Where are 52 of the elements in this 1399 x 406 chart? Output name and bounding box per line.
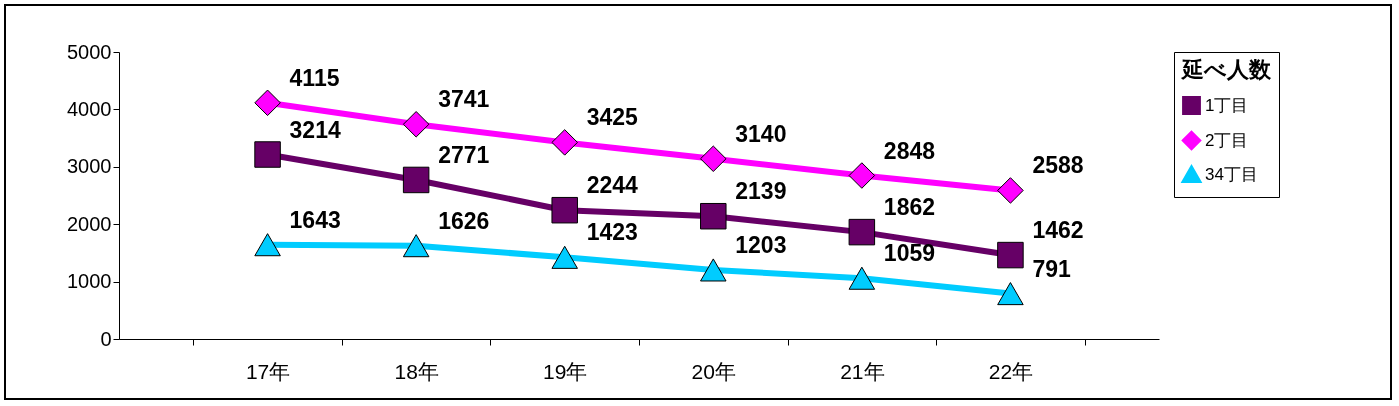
point [700,145,727,173]
point [700,202,727,230]
legend-label: 34丁目 [1205,164,1258,184]
point [254,141,281,168]
x-tick-label: 20年 [691,359,736,383]
data-label: 2771 [438,141,490,168]
data-label: 2588 [1032,152,1084,179]
point [848,266,876,290]
point [848,162,876,189]
data-label: 3425 [586,104,639,131]
data-label: 4115 [289,64,340,91]
y-tick-label: 3000 [67,155,112,178]
data-label: 2139 [735,178,787,205]
x-tick-label: 22年 [988,359,1034,383]
data-label: 1203 [735,231,787,258]
point [402,111,430,138]
point [551,129,578,156]
point [402,234,430,258]
y-tick-label: 2000 [67,212,112,235]
data-label: 3741 [438,86,490,113]
y-tick-label: 4000 [67,97,112,120]
point [997,282,1024,306]
point [402,166,430,194]
data-label: 1462 [1032,217,1084,244]
point [997,177,1024,204]
x-tick-label: 19年 [543,359,588,383]
point [997,241,1024,269]
x-tick-label: 18年 [394,359,439,383]
data-label: 2244 [586,172,639,199]
data-label: 1643 [289,206,341,233]
point [254,89,281,117]
data-label: 1423 [586,219,638,246]
data-label: 3214 [289,116,341,143]
y-tick-label: 1000 [67,270,112,293]
legend-label: 2丁目 [1205,130,1249,150]
data-label: 2848 [883,137,936,164]
legend-label: 1丁目 [1205,95,1249,115]
data-label: 3140 [735,120,787,147]
point [848,218,876,246]
data-label: 1862 [883,194,936,221]
y-tick-label: 0 [100,327,112,350]
data-label: 1059 [883,240,936,267]
data-label: 1626 [438,207,490,234]
y-tick-label: 5000 [67,40,112,63]
data-label: 791 [1032,255,1072,282]
point [551,245,578,269]
point [254,233,281,257]
point [700,258,727,282]
point [551,196,578,224]
legend-title: 延べ人数 [1180,57,1272,82]
x-tick-label: 17年 [245,359,291,383]
x-tick-label: 21年 [840,359,885,383]
